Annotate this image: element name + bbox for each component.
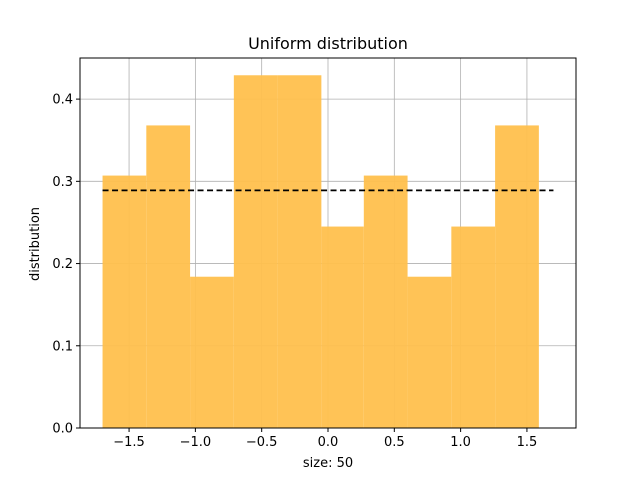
y-tick-label: 0.0	[52, 422, 73, 437]
histogram-bar	[321, 226, 364, 428]
histogram-bar	[451, 226, 496, 428]
histogram-bar	[277, 75, 322, 429]
histogram-bar	[363, 175, 408, 428]
y-axis-ticks: 0.0 0.1 0.2 0.3 0.4	[52, 93, 80, 437]
histogram-bar	[407, 276, 452, 428]
y-tick-label: 0.4	[52, 93, 73, 108]
histogram-bar	[495, 125, 539, 428]
x-tick-label: 1.5	[517, 435, 538, 450]
y-axis-label: distribution	[28, 207, 43, 281]
chart-title: Uniform distribution	[248, 34, 408, 53]
x-tick-label: 0.5	[384, 435, 405, 450]
y-tick-label: 0.3	[52, 175, 73, 190]
histogram-bar	[146, 125, 191, 428]
x-tick-label: 0.0	[318, 435, 339, 450]
histogram-bar	[233, 75, 278, 429]
histogram-bar	[190, 276, 234, 428]
histogram-bars	[102, 75, 539, 429]
x-tick-label: −1.5	[113, 435, 145, 450]
x-tick-label: −0.5	[246, 435, 278, 450]
x-tick-label: −1.0	[180, 435, 212, 450]
x-tick-label: 1.0	[450, 435, 471, 450]
y-tick-label: 0.1	[52, 339, 73, 354]
histogram-bar	[102, 175, 147, 428]
x-axis-label: size: 50	[303, 456, 353, 471]
x-axis-ticks: −1.5 −1.0 −0.5 0.0 0.5 1.0 1.5	[113, 428, 537, 450]
y-tick-label: 0.2	[52, 257, 73, 272]
